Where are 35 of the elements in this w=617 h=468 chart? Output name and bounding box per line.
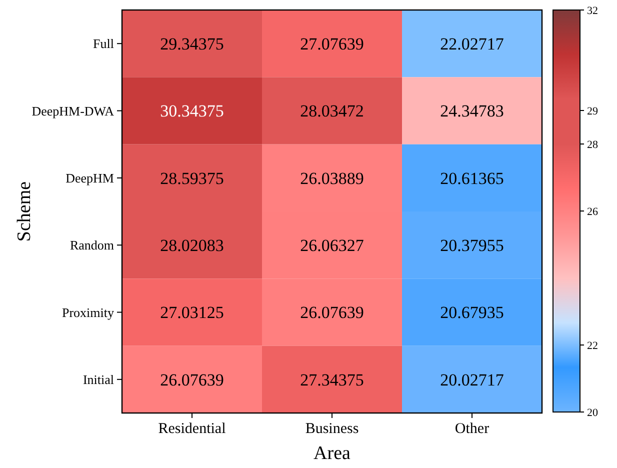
color-bar-label: 32 xyxy=(587,4,598,17)
color-bar-label: 20 xyxy=(587,406,598,419)
data-label: 27.07639 xyxy=(300,34,364,54)
color-bar-label: 22 xyxy=(587,340,598,352)
y-axis-title: Scheme xyxy=(14,181,35,242)
x-tick-label: Other xyxy=(454,421,490,437)
data-label: 26.06327 xyxy=(300,236,364,256)
y-tick-label: Initial xyxy=(82,372,114,387)
color-bar-label: 29 xyxy=(587,105,598,118)
y-tick-label: Random xyxy=(70,238,114,253)
data-label: 24.34783 xyxy=(440,102,504,121)
x-axis-title: Area xyxy=(314,443,352,464)
data-label: 30.34375 xyxy=(160,102,224,121)
color-bar-label: 28 xyxy=(587,138,598,151)
data-label: 22.02717 xyxy=(440,34,504,54)
color-bar-label: 26 xyxy=(587,206,598,218)
data-label: 27.34375 xyxy=(300,370,364,390)
data-label: 27.03125 xyxy=(160,303,224,322)
y-tick-label: Full xyxy=(93,36,114,52)
data-label: 26.03889 xyxy=(300,168,364,188)
data-label: 28.03472 xyxy=(300,102,364,121)
data-label: 26.07639 xyxy=(160,370,224,390)
y-tick-label: DeepHM xyxy=(66,170,114,186)
data-label: 28.59375 xyxy=(160,168,224,188)
x-tick-label: Residential xyxy=(158,421,226,437)
data-label: 20.61365 xyxy=(440,168,504,188)
data-label: 20.02717 xyxy=(440,370,504,390)
data-label: 20.67935 xyxy=(440,303,504,322)
y-tick-label: Proximity xyxy=(62,304,114,320)
y-tick-label: DeepHM-DWA xyxy=(32,103,115,118)
data-label: 26.07639 xyxy=(300,303,364,322)
data-label: 29.34375 xyxy=(160,34,224,54)
data-label: 28.02083 xyxy=(160,236,224,256)
data-label: 20.37955 xyxy=(440,236,504,256)
x-tick-label: Business xyxy=(305,421,359,437)
